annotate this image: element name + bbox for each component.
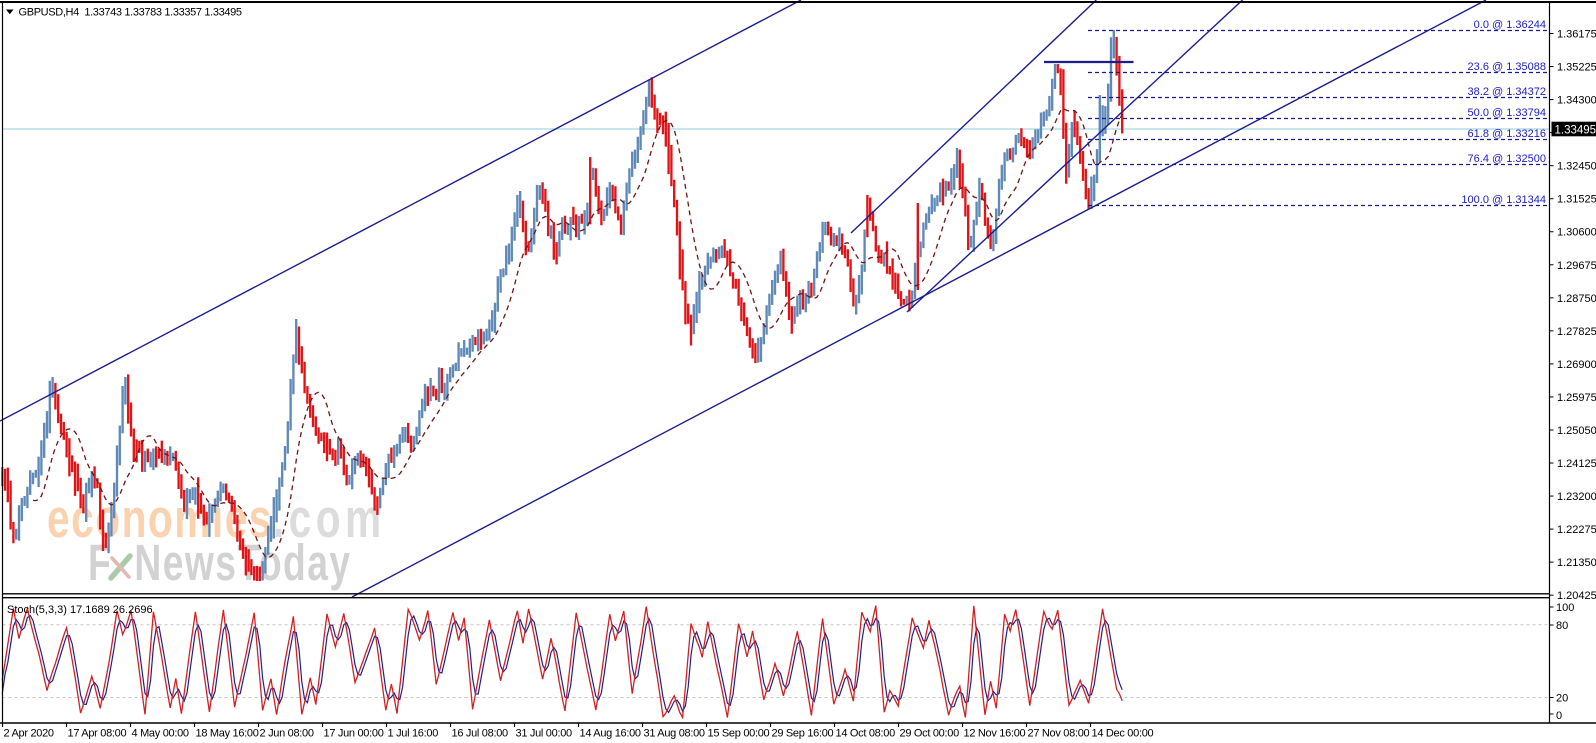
svg-text:1.31525: 1.31525: [1557, 194, 1596, 206]
svg-text:23.6 @ 1.35088: 23.6 @ 1.35088: [1468, 61, 1546, 73]
svg-text:2 Jun 08:00: 2 Jun 08:00: [260, 728, 314, 740]
svg-text:1.36175: 1.36175: [1557, 29, 1596, 41]
svg-text:1.23200: 1.23200: [1557, 491, 1596, 503]
svg-text:1.25050: 1.25050: [1557, 425, 1596, 437]
svg-text:29 Sep 16:00: 29 Sep 16:00: [772, 728, 834, 740]
svg-text:1.33495: 1.33495: [1555, 124, 1596, 136]
svg-text:100.0 @ 1.31344: 100.0 @ 1.31344: [1461, 194, 1546, 206]
svg-text:76.4 @ 1.32500: 76.4 @ 1.32500: [1468, 153, 1546, 165]
svg-text:50.0 @ 1.33794: 50.0 @ 1.33794: [1468, 107, 1546, 119]
svg-text:1.27825: 1.27825: [1557, 326, 1596, 338]
svg-text:29 Oct 00:00: 29 Oct 00:00: [900, 728, 960, 740]
svg-text:16 Jul 08:00: 16 Jul 08:00: [452, 728, 509, 740]
svg-text:20: 20: [1556, 693, 1568, 705]
svg-text:61.8 @ 1.33216: 61.8 @ 1.33216: [1468, 128, 1546, 140]
svg-text:27 Nov 08:00: 27 Nov 08:00: [1028, 728, 1090, 740]
svg-text:2 Apr 2020: 2 Apr 2020: [4, 728, 54, 740]
svg-text:18 May 16:00: 18 May 16:00: [196, 728, 259, 740]
svg-text:1.28750: 1.28750: [1557, 293, 1596, 305]
svg-text:14 Aug 16:00: 14 Aug 16:00: [580, 728, 641, 740]
svg-text:1.35225: 1.35225: [1557, 62, 1596, 74]
svg-text:38.2 @ 1.34372: 38.2 @ 1.34372: [1468, 86, 1546, 98]
svg-text:31 Aug 08:00: 31 Aug 08:00: [644, 728, 705, 740]
svg-text:GBPUSD,H4 1.33743 1.33783 1.3: GBPUSD,H4 1.33743 1.33783 1.33357 1.3349…: [19, 7, 242, 19]
svg-text:1.24125: 1.24125: [1557, 458, 1596, 470]
svg-text:14 Oct 08:00: 14 Oct 08:00: [836, 728, 896, 740]
svg-text:1.22275: 1.22275: [1557, 524, 1596, 536]
svg-text:1.25975: 1.25975: [1557, 392, 1596, 404]
svg-text:1.26900: 1.26900: [1557, 359, 1596, 371]
svg-text:17 Apr 08:00: 17 Apr 08:00: [68, 728, 127, 740]
svg-text:1.21350: 1.21350: [1557, 557, 1596, 569]
svg-text:15 Sep 00:00: 15 Sep 00:00: [708, 728, 770, 740]
svg-text:1.30600: 1.30600: [1557, 227, 1596, 239]
svg-text:14 Dec 00:00: 14 Dec 00:00: [1092, 728, 1154, 740]
svg-text:0.0 @ 1.36244: 0.0 @ 1.36244: [1474, 19, 1546, 31]
svg-text:17 Jun 00:00: 17 Jun 00:00: [324, 728, 384, 740]
svg-text:1.20425: 1.20425: [1557, 590, 1596, 602]
svg-text:31 Jul 00:00: 31 Jul 00:00: [516, 728, 573, 740]
svg-text:100: 100: [1556, 602, 1574, 614]
svg-text:80: 80: [1556, 620, 1568, 632]
svg-text:FxNewsToday: FxNewsToday: [88, 535, 352, 591]
svg-text:Stoch(5,3,3) 17.1689 26.2696: Stoch(5,3,3) 17.1689 26.2696: [7, 604, 153, 616]
svg-text:4 May 00:00: 4 May 00:00: [132, 728, 189, 740]
svg-text:1 Jul 16:00: 1 Jul 16:00: [388, 728, 439, 740]
svg-text:1.29675: 1.29675: [1557, 260, 1596, 272]
svg-text:12 Nov 16:00: 12 Nov 16:00: [964, 728, 1026, 740]
svg-text:1.34300: 1.34300: [1557, 95, 1596, 107]
svg-text:1.32450: 1.32450: [1557, 161, 1596, 173]
svg-text:0: 0: [1556, 710, 1562, 722]
